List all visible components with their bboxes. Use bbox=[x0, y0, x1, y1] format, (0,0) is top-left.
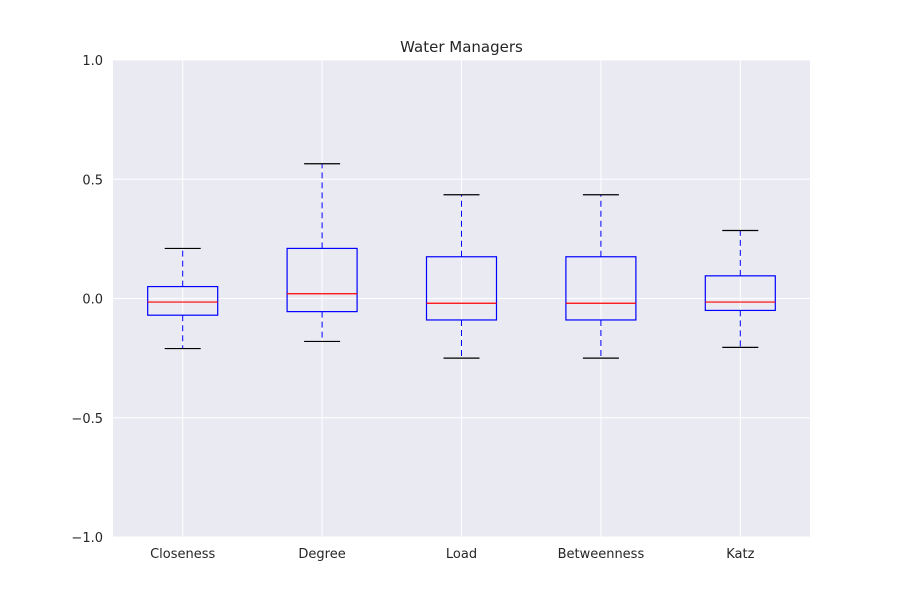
box-katz bbox=[704, 229, 776, 348]
y-tick-label: 0.5 bbox=[82, 173, 103, 188]
y-tick-label: −0.5 bbox=[71, 412, 103, 427]
x-tick-label: Katz bbox=[726, 547, 754, 562]
iqr-box bbox=[147, 285, 219, 316]
iqr-box bbox=[425, 256, 498, 321]
y-tick-label: −1.0 bbox=[71, 531, 103, 546]
box-betweenness bbox=[565, 194, 637, 359]
box-degree bbox=[286, 163, 358, 343]
iqr-box bbox=[565, 256, 637, 321]
x-tick-label: Load bbox=[446, 547, 477, 562]
iqr-box bbox=[286, 247, 358, 313]
x-tick-labels: Closeness Degree Load Betweenness Katz bbox=[150, 547, 754, 562]
x-tick-label: Degree bbox=[298, 547, 345, 562]
grid-lines bbox=[113, 59, 810, 538]
iqr-box bbox=[704, 275, 776, 312]
box-load bbox=[425, 194, 498, 359]
y-tick-label: 0.0 bbox=[82, 293, 103, 308]
y-tick-label: 1.0 bbox=[82, 54, 103, 69]
box-series bbox=[147, 163, 776, 359]
chart-title: Water Managers bbox=[400, 38, 523, 56]
box-closeness bbox=[147, 247, 219, 350]
x-tick-label: Betweenness bbox=[558, 547, 645, 562]
y-tick-labels: 1.0 0.5 0.0 −0.5 −1.0 bbox=[71, 54, 103, 546]
x-tick-label: Closeness bbox=[150, 547, 215, 562]
